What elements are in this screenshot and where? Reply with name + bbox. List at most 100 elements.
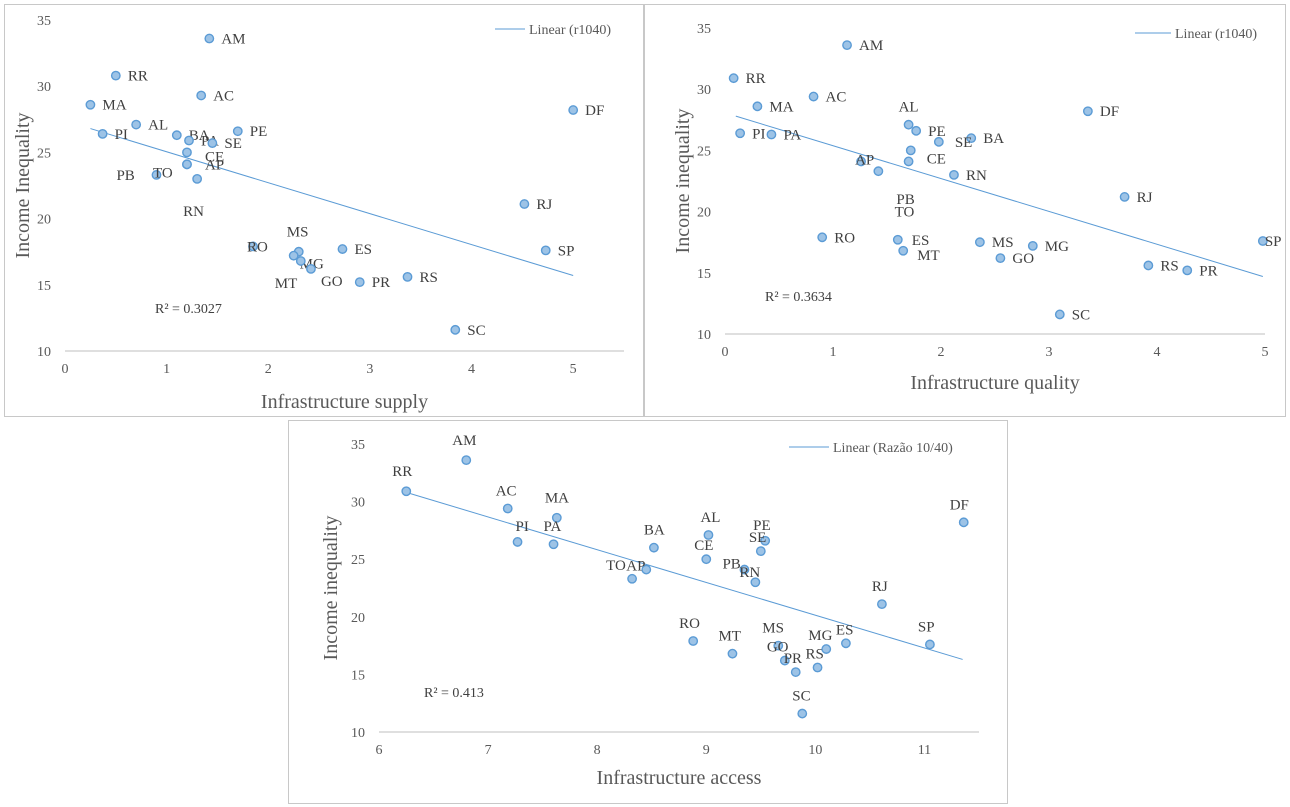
point-label-go: GO [1012, 251, 1034, 267]
data-point-ma [752, 101, 763, 112]
point-label-ce: CE [205, 149, 224, 165]
point-label-ac: AC [213, 88, 234, 104]
y-tick-label: 20 [37, 213, 51, 228]
point-label-se: SE [749, 530, 767, 546]
data-point-rn [949, 169, 959, 180]
data-point-df [568, 105, 579, 115]
data-point-pb [873, 166, 884, 177]
data-point-se [755, 546, 766, 557]
data-point-rj [877, 599, 887, 610]
scatter-plot-supply: 10 15 20 25 30 35 0 1 2 3 4 5 Infrastructure supply I… [12, 14, 624, 413]
point-label-rj: RJ [1137, 190, 1153, 206]
y-tick-label: 30 [697, 83, 711, 98]
data-point-rs [402, 271, 413, 282]
point-label-ma: MA [545, 491, 569, 507]
point-label-to: TO [895, 204, 915, 220]
data-point-mg [821, 644, 832, 654]
point-label-pb: PB [896, 192, 914, 208]
point-label-se: SE [955, 135, 973, 151]
point-label-go: GO [767, 640, 789, 656]
data-point-mg [1027, 240, 1038, 251]
point-label-pr: PR [1199, 263, 1217, 279]
point-label-am: AM [452, 433, 476, 449]
point-label-rj: RJ [872, 579, 888, 595]
y-tick-label: 15 [697, 267, 711, 282]
data-point-rr [401, 486, 412, 497]
x-tick-label: 9 [703, 743, 710, 758]
data-point-pa [766, 129, 777, 140]
y-tick-label: 25 [37, 146, 51, 161]
chart-infrastructure-supply: 10 15 20 25 30 35 0 1 2 3 4 5 Infrastructure supply I… [4, 4, 644, 417]
point-label-pe: PE [928, 124, 946, 140]
data-point-se [207, 138, 218, 149]
x-tick-label: 4 [1154, 345, 1161, 360]
data-point-rn [750, 577, 761, 588]
data-point-go [995, 253, 1006, 264]
data-point-sc [797, 708, 808, 719]
legend-label: Linear (r1040) [1175, 27, 1257, 42]
data-point-pe [760, 535, 771, 546]
data-point-rr [110, 70, 121, 81]
data-point-rs [812, 662, 823, 673]
x-axis-label: Infrastructure quality [910, 372, 1079, 394]
point-label-mt: MT [917, 248, 940, 264]
point-label-al: AL [148, 118, 168, 134]
point-label-se: SE [224, 136, 242, 152]
x-tick-label: 5 [1262, 345, 1269, 360]
point-label-al: AL [700, 510, 720, 526]
data-point-ro [688, 636, 699, 646]
data-point-pa [548, 539, 559, 550]
point-label-ap: AP [205, 157, 224, 173]
data-point-al [903, 119, 914, 130]
point-label-ms: MS [992, 235, 1014, 251]
point-label-rs: RS [1160, 258, 1178, 274]
legend-label: Linear (Razão 10/40) [833, 441, 953, 456]
data-point-ma [85, 99, 96, 110]
data-point-ce [701, 554, 712, 565]
point-label-rr: RR [746, 71, 766, 87]
point-label-sc: SC [467, 323, 485, 339]
scatter-plot-access: 10 15 20 25 30 35 6 7 8 9 10 11 Infrastructure acces… [320, 433, 979, 789]
x-tick-label: 6 [376, 743, 383, 758]
data-point-pi [512, 537, 523, 547]
data-point-es [337, 244, 348, 254]
data-point-ac [196, 90, 207, 101]
point-label-rs: RS [420, 270, 438, 286]
trendline [735, 115, 1263, 277]
data-point-ba [171, 130, 182, 141]
r-squared-label: R² = 0.413 [424, 686, 484, 701]
data-point-to [903, 156, 914, 167]
x-tick-label: 8 [594, 743, 601, 758]
x-tick-label: 0 [62, 362, 69, 377]
y-tick-label: 25 [697, 144, 711, 159]
x-tick-label: 1 [163, 362, 170, 377]
data-point-mg [288, 250, 299, 261]
y-tick-label: 15 [37, 279, 51, 294]
y-tick-label: 15 [351, 668, 365, 683]
point-label-ap: AP [626, 559, 645, 575]
point-label-ro: RO [834, 230, 855, 246]
point-label-ac: AC [826, 90, 847, 106]
point-label-to: TO [606, 558, 626, 574]
x-tick-label: 5 [570, 362, 577, 377]
point-label-pr: PR [372, 275, 390, 291]
point-label-es: ES [912, 233, 930, 249]
x-tick-label: 7 [485, 743, 492, 758]
data-point-ap [641, 564, 652, 575]
x-tick-label: 2 [938, 345, 945, 360]
data-point-es [841, 638, 851, 649]
y-tick-label: 10 [697, 328, 711, 343]
data-point-sp [540, 245, 551, 256]
data-point-ce [905, 145, 916, 156]
point-label-sp: SP [558, 243, 575, 259]
data-point-go [306, 264, 316, 274]
y-tick-label: 20 [351, 611, 365, 626]
data-point-al [131, 119, 142, 130]
data-point-am [204, 33, 215, 44]
y-tick-label: 10 [37, 345, 51, 360]
data-point-al [703, 530, 714, 540]
y-tick-label: 30 [351, 496, 365, 511]
data-point-sc [1054, 309, 1065, 320]
point-label-sc: SC [792, 689, 810, 705]
legend-label: Linear (r1040) [529, 23, 611, 38]
